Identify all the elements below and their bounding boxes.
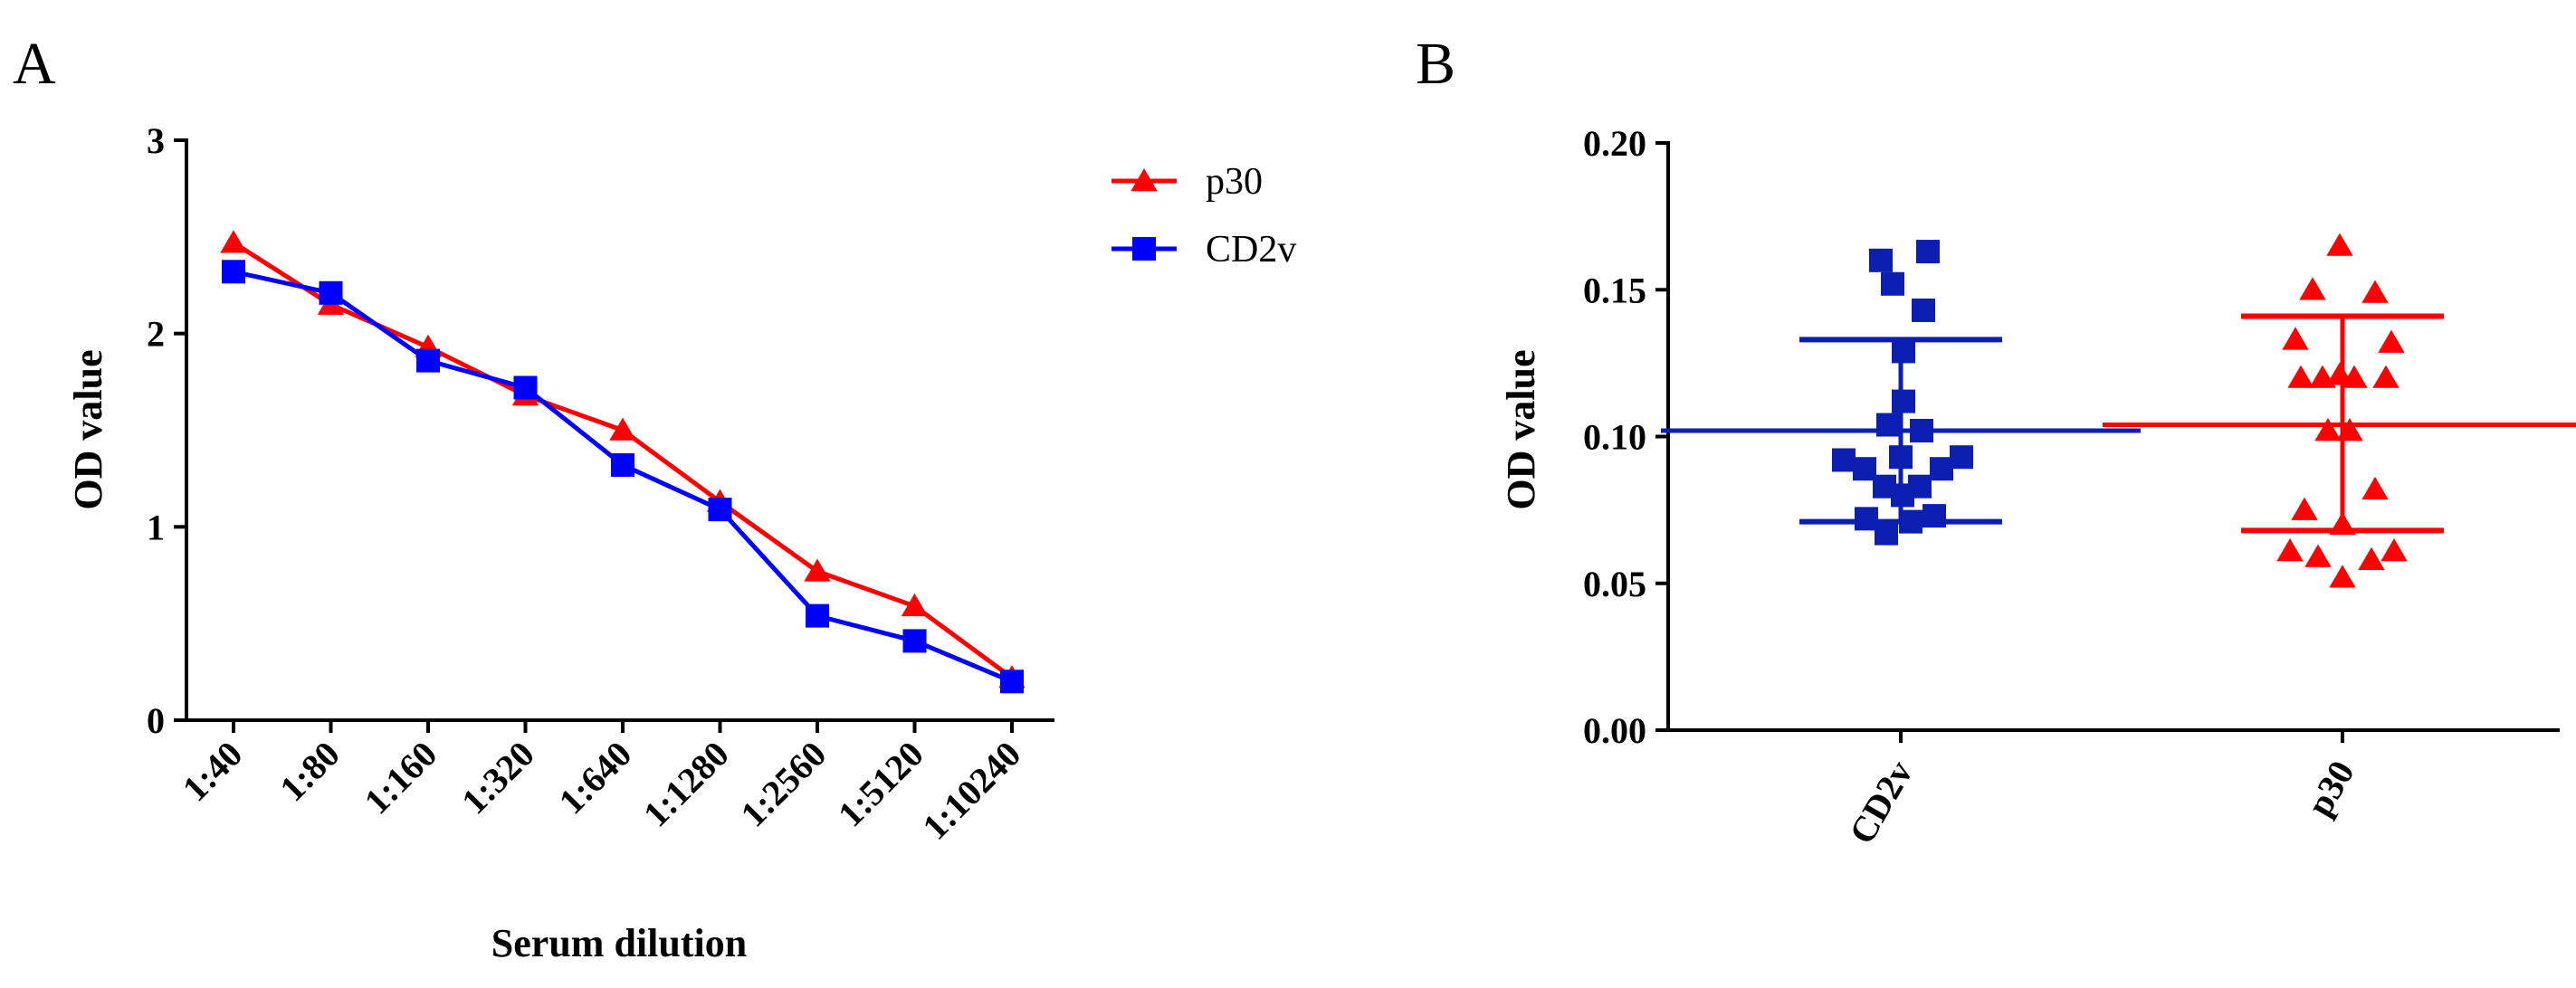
data-point-cd2v [416,348,440,373]
data-point-p30 [2326,233,2353,256]
panel-a-x-tick-label: 1:1280 [635,734,737,835]
panel-a-axes [174,138,1054,733]
data-point-cd2v [1892,389,1915,413]
data-point-p30 [2314,418,2342,442]
data-point-p30 [2361,280,2389,303]
data-point-cd2v [1916,240,1940,264]
data-point-cd2v [1869,248,1893,272]
legend-marker-cd2v [1132,237,1156,261]
data-point-cd2v [1930,457,1953,481]
panel-a-x-axis-title: Serum dilution [491,921,747,965]
data-point-p30 [609,417,636,441]
data-point-p30 [2358,546,2385,570]
panel-b-y-axis-title: OD value [1499,349,1543,509]
data-point-cd2v [1855,507,1878,531]
legend-marker-p30 [1131,168,1158,192]
data-point-p30 [2361,476,2389,500]
panel-a-x-tick-label: 1:40 [175,734,251,810]
data-point-p30 [2378,329,2405,353]
data-point-p30 [901,593,929,617]
legend-entry-p30: p30 [1111,161,1263,203]
panel-a-y-tick-label: 1 [147,507,165,547]
panel-a-y-tick-label: 0 [147,700,165,741]
data-point-p30 [2380,538,2408,562]
data-point-p30 [804,558,831,582]
panel-a-letter: A [13,31,56,97]
data-point-cd2v [708,498,732,522]
panel-b-letter: B [1416,31,1455,97]
data-point-cd2v [902,629,927,653]
panel-a-y-tick-label: 3 [147,120,165,161]
data-point-cd2v [1892,339,1915,364]
legend-label-cd2v: CD2v [1206,229,1296,271]
data-point-p30 [2299,277,2326,300]
panel-a-y-tick-label: 2 [147,314,165,355]
data-point-cd2v [1881,271,1904,296]
legend-entry-cd2v: CD2v [1111,229,1296,271]
panel-a-series [220,230,1026,694]
data-point-p30 [2276,538,2304,562]
panel-b-y-tick-label: 0.00 [1583,710,1646,751]
data-point-cd2v [806,603,829,628]
panel-b-y-tick-label: 0.05 [1583,564,1646,604]
data-point-cd2v [1876,413,1900,437]
panel-b-tick-labels: 0.00 0.05 0.10 0.15 0.20 CD2v p30 [1583,123,2362,850]
panel-b-x-tick-label: p30 [2299,754,2362,822]
panel-b-y-tick-label: 0.10 [1583,417,1646,458]
panel-a: A 0 1 2 3 1:40 1:80 1:160 1:320 1:6401:12801:256… [13,31,1296,965]
panel-b-axes [1655,141,2560,743]
group-p30 [2103,233,2576,588]
data-point-cd2v [222,260,245,284]
panel-a-x-tick-label: 1:2560 [732,734,834,835]
panel-a-x-tick-label: 1:10240 [914,734,1028,848]
panel-a-legend: p30 CD2v [1111,161,1296,271]
data-point-p30 [2372,365,2399,388]
data-point-cd2v [1853,457,1876,481]
data-point-cd2v [319,280,343,305]
data-point-p30 [2282,327,2309,350]
panel-b-y-tick-label: 0.20 [1583,123,1646,164]
data-point-cd2v [611,452,634,477]
panel-a-x-tick-label: 1:640 [551,734,640,822]
panel-b-x-tick-label: CD2v [1841,754,1921,850]
legend-label-p30: p30 [1206,161,1263,203]
data-point-cd2v [1832,448,1856,472]
panel-a-x-tick-label: 1:320 [453,734,542,822]
data-point-p30 [2326,362,2353,385]
data-point-cd2v [1950,445,1973,470]
series-cd2v [222,260,1024,694]
panel-a-x-tick-label: 1:160 [357,734,445,822]
data-point-cd2v [1875,521,1898,546]
data-point-cd2v [513,375,538,400]
data-point-p30 [220,230,247,253]
panel-a-y-axis-title: OD value [66,349,110,509]
panel-b-y-tick-label: 0.15 [1583,270,1646,310]
data-point-cd2v [1000,670,1024,694]
data-point-p30 [2291,497,2318,520]
data-point-cd2v [1912,298,1935,322]
panel-b: B 0.00 0.05 0.10 0.15 0.20 CD2v p30 OD value [1416,31,2576,850]
group-cd2v [1661,240,2141,546]
data-point-p30 [2287,365,2314,388]
panel-a-x-tick-label: 1:80 [272,734,348,810]
data-point-p30 [2304,544,2332,567]
panel-b-groups [1661,233,2576,588]
data-point-p30 [2329,565,2356,588]
